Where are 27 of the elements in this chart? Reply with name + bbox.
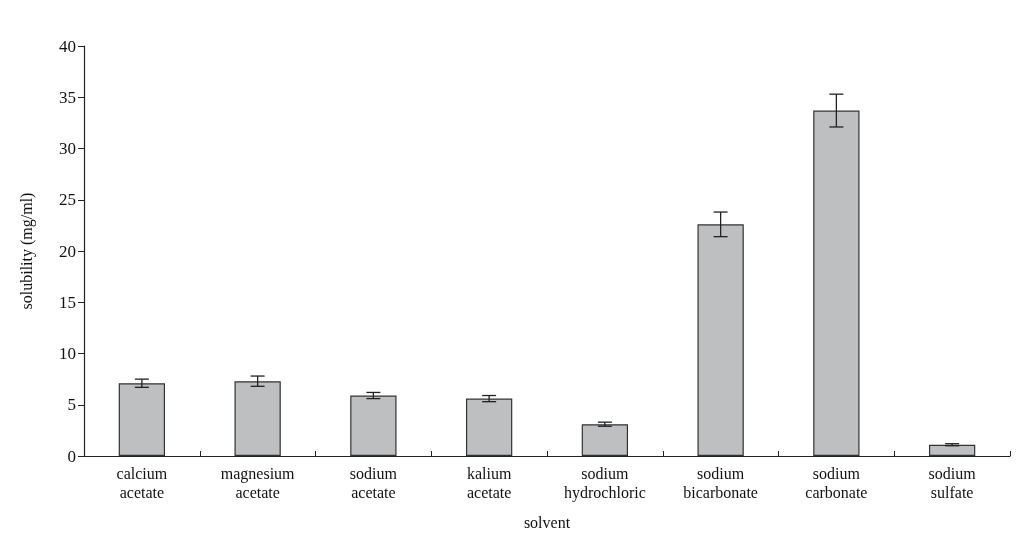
y-tick-label: 25 — [59, 190, 76, 210]
x-tick-label: sodium sulfate — [928, 465, 977, 501]
bar — [350, 395, 397, 456]
y-tick-label: 10 — [59, 344, 76, 363]
x-tick-label: sodium bicarbonate — [683, 465, 758, 501]
x-tick-label: sodium carbonate — [805, 465, 868, 501]
y-tick-label: 15 — [59, 292, 76, 312]
y-tick-label: 0 — [67, 446, 76, 466]
y-tick-label: 40 — [59, 36, 76, 56]
x-tick-label: calcium acetate — [116, 465, 168, 501]
x-tick-label: sodium acetate — [349, 465, 398, 501]
y-tick-label: 35 — [59, 87, 76, 107]
y-tick-label: 30 — [59, 139, 76, 158]
bar — [465, 398, 513, 456]
x-tick-label: magnesium acetate — [220, 465, 296, 501]
x-tick-label: kalium acetate — [466, 465, 512, 501]
bar — [697, 224, 744, 456]
bar — [928, 444, 976, 456]
bar — [234, 381, 281, 456]
bar — [581, 424, 629, 456]
x-axis-title: solvent — [523, 513, 571, 531]
bar — [118, 383, 166, 456]
y-axis-title: solubility (mg/ml) — [17, 192, 36, 310]
y-tick-label: 5 — [67, 395, 76, 415]
y-tick-label: 20 — [59, 241, 76, 261]
bar — [813, 110, 860, 456]
x-tick-label: sodium hydrochloric — [564, 465, 646, 502]
